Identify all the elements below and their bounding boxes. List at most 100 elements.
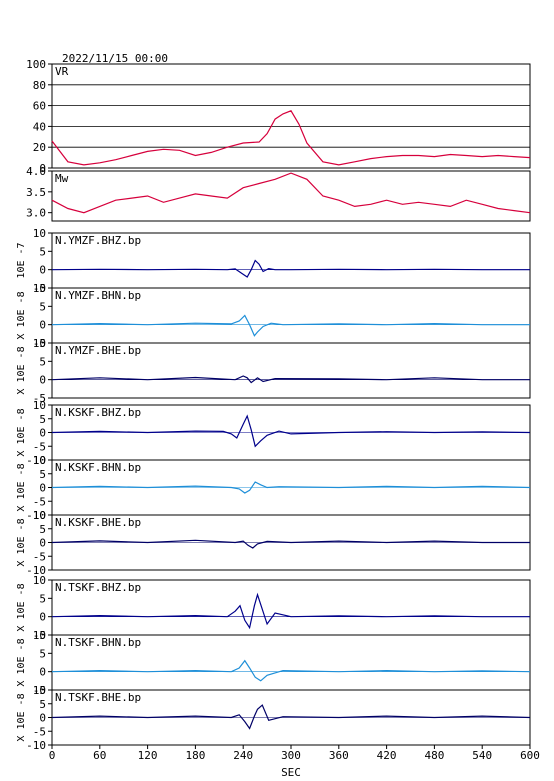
y-tick-label: 40 [33,120,46,133]
panel-frame [51,342,531,399]
x-tick-label: 480 [424,749,444,762]
x-tick-label: 360 [329,749,349,762]
y-tick-label: 3.0 [26,207,46,220]
panel-ymzf-bhe: 10 5 0 -5 N.YMZF.BHE.bp X 10E -8 [16,337,531,405]
y-tick-label: 0 [39,666,46,679]
y-tick-label: 10 [33,454,46,467]
series-line-kskf-bhe [51,539,530,549]
y-tick-label: 5 [39,523,46,536]
y-tick-label: 0 [39,264,46,277]
y-tick-label: 0 [39,712,46,725]
panels-group: 100806040200VR4.03.53.0Mw1050-5N.YMZF.BH… [16,58,531,752]
x-tick-label: 240 [233,749,253,762]
y-tick-label: -5 [33,725,46,738]
y-tick-label: 5 [39,413,46,426]
panel-label: N.KSKF.BHZ.bp [55,406,141,419]
y-tick-label: 0 [39,611,46,624]
panel-unit: X 10E -8 [16,693,27,741]
panel-tskf-bhz: 10 5 0 -5 N.TSKF.BHZ.bp X 10E -8 [16,574,531,642]
y-tick-label: 0 [39,374,46,387]
y-tick-label: -5 [33,684,46,697]
series-line-ymzf-bhn [51,314,530,337]
panel-unit: X 10E -8 [16,518,27,566]
y-tick-label: 5 [39,592,46,605]
panel-unit: X 10E -8 [16,583,27,631]
x-tick-label: 60 [93,749,106,762]
series-line-mw [51,172,531,214]
y-tick-label: 0 [39,537,46,550]
y-tick-label: 10 [33,227,46,240]
y-tick-label: 100 [26,58,46,71]
series-line-kskf-bhz [51,414,531,448]
panel-label: N.YMZF.BHE.bp [55,344,141,357]
x-tick-label: 300 [281,749,301,762]
y-tick-label: -5 [33,629,46,642]
y-tick-label: 5 [39,647,46,660]
y-tick-label: -10 [26,454,46,467]
y-tick-label: 60 [33,100,46,113]
x-tick-label: 180 [185,749,205,762]
chart-title: 2022/11/15 00:00 [62,52,168,65]
y-tick-label: 10 [33,282,46,295]
y-tick-label: 10 [33,337,46,350]
panel-unit: X 10E -8 [16,291,27,339]
y-tick-label: -5 [33,337,46,350]
y-tick-label: 4.0 [26,165,46,178]
series-line-kskf-bhn [51,481,531,494]
panel-ymzf-bhz: 10 5 0 -5 N.YMZF.BHZ.bp 10E -7 [16,227,531,295]
panel-unit: X 10E -8 [16,346,27,394]
panel-label: N.YMZF.BHZ.bp [55,234,141,247]
panel-ymzf-bhn: 10 5 0 -5 N.YMZF.BHN.bp X 10E -8 [16,282,531,350]
panel-label: N.TSKF.BHN.bp [55,636,141,649]
y-tick-label: 0 [39,482,46,495]
panel-label: N.YMZF.BHN.bp [55,289,141,302]
y-tick-label: 10 [33,684,46,697]
panel-label: N.KSKF.BHN.bp [55,461,141,474]
x-tick-label: 420 [377,749,397,762]
panel-vr: 100 80 60 40 20 0 VR [26,58,531,175]
y-tick-label: 5 [39,468,46,481]
panel-unit: X 10E -8 [16,638,27,686]
panel-label: Mw [55,172,69,185]
y-tick-label: -5 [33,495,46,508]
panel-tskf-bhn: 10 5 0 -5 N.TSKF.BHN.bp X 10E -8 [16,629,531,697]
x-tick-label: 120 [138,749,158,762]
y-tick-label: -10 [26,509,46,522]
panel-label: N.KSKF.BHE.bp [55,516,141,529]
y-tick-label: 10 [33,574,46,587]
y-tick-label: 5 [39,300,46,313]
y-tick-label: 0 [39,162,46,175]
y-tick-label: -5 [33,440,46,453]
x-tick-label: 0 [49,749,56,762]
series-line-tskf-bhz [51,592,530,630]
x-axis-label: SEC [281,766,301,779]
panel-unit: X 10E -8 [16,463,27,511]
y-tick-label: -5 [33,550,46,563]
y-tick-label: 3.5 [26,186,46,199]
panel-label: VR [55,65,69,78]
x-tick-label: 600 [520,749,540,762]
series-line-tskf-bhn [51,659,531,682]
y-tick-label: 20 [33,141,46,154]
y-tick-label: 10 [33,629,46,642]
series-line-tskf-bhe [51,704,531,730]
panel-unit: 10E -7 [16,242,27,278]
x-axis: 0 60 120 180 240 300 360 420 480 540 600 [49,745,540,762]
series-line-ymzf-bhe [51,375,530,384]
panel-label: N.TSKF.BHE.bp [55,691,141,704]
y-tick-label: 0 [39,319,46,332]
y-tick-label: 10 [33,399,46,412]
x-tick-label: 540 [472,749,492,762]
y-tick-label: 5 [39,698,46,711]
panel-frame [51,63,531,169]
y-tick-label: -5 [33,392,46,405]
y-tick-label: 0 [39,427,46,440]
y-tick-label: 5 [39,355,46,368]
panel-frame [51,170,531,222]
y-tick-label: -10 [26,739,46,752]
